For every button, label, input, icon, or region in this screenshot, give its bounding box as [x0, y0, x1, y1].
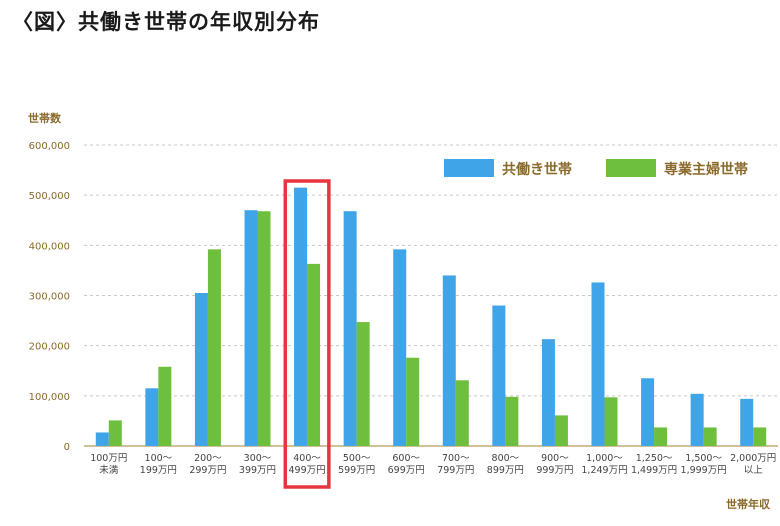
x-tick-label: 599万円 — [338, 465, 375, 476]
x-tick-label: 999万円 — [536, 465, 573, 476]
x-tick-label: 799万円 — [437, 465, 474, 476]
bar-housewife — [406, 357, 420, 446]
y-tick-label: 400,000 — [29, 241, 70, 252]
x-tick-label: 1,500～ — [685, 453, 722, 464]
x-tick-label: 400～ — [293, 453, 321, 464]
y-tick-label: 300,000 — [29, 292, 70, 303]
bar-dual-income — [442, 275, 456, 446]
x-tick-label: 399万円 — [239, 465, 276, 476]
bar-dual-income — [492, 305, 506, 446]
bar-dual-income — [393, 249, 407, 446]
bar-housewife — [554, 415, 568, 446]
bar-housewife — [455, 380, 469, 446]
bar-housewife — [604, 397, 618, 446]
x-tick-label: 200～ — [194, 453, 222, 464]
bar-housewife — [257, 211, 271, 446]
bar-dual-income — [294, 187, 308, 446]
legend-swatch — [444, 159, 494, 177]
y-tick-label: 0 — [64, 442, 70, 453]
x-tick-label: 299万円 — [189, 465, 226, 476]
x-tick-label: 2,000万円 — [730, 453, 776, 464]
x-tick-label: 500～ — [343, 453, 371, 464]
legend-swatch — [606, 159, 656, 177]
bar-dual-income — [194, 292, 208, 446]
x-tick-label: 800～ — [492, 453, 520, 464]
y-tick-label: 500,000 — [29, 191, 70, 202]
chart-title: 〈図〉共働き世帯の年収別分布 — [12, 10, 320, 34]
bar-dual-income — [95, 432, 109, 446]
bar-dual-income — [145, 388, 159, 446]
legend-label: 専業主婦世帯 — [664, 161, 748, 178]
x-tick-label: 900～ — [541, 453, 569, 464]
highlight-box — [283, 179, 331, 489]
bar-housewife — [207, 249, 221, 446]
bar-housewife — [158, 366, 172, 446]
bar-dual-income — [541, 339, 555, 446]
bar-dual-income — [690, 393, 704, 446]
x-tick-label: 899万円 — [487, 465, 524, 476]
bar-housewife — [703, 427, 717, 446]
x-tick-label: 1,499万円 — [631, 465, 677, 476]
bar-dual-income — [591, 282, 605, 446]
x-tick-label: 未満 — [99, 464, 119, 476]
x-tick-label: 1,249万円 — [581, 465, 627, 476]
y-tick-label: 600,000 — [29, 141, 70, 152]
x-tick-label: 700～ — [442, 453, 470, 464]
bar-housewife — [505, 396, 519, 446]
x-tick-label: 1,250～ — [636, 453, 673, 464]
bar-housewife — [356, 322, 370, 446]
bar-housewife — [654, 427, 668, 446]
bar-housewife — [753, 427, 767, 446]
y-tick-label: 200,000 — [29, 342, 70, 353]
x-tick-label: 600～ — [392, 453, 420, 464]
x-tick-label: 199万円 — [140, 465, 177, 476]
bar-dual-income — [740, 398, 754, 446]
x-tick-label: 499万円 — [289, 465, 326, 476]
bar-dual-income — [244, 210, 258, 446]
y-tick-label: 100,000 — [29, 392, 70, 403]
x-tick-label: 699万円 — [388, 465, 425, 476]
x-tick-label: 300～ — [244, 453, 272, 464]
x-tick-label: 100万円 — [90, 453, 127, 464]
x-tick-label: 100～ — [145, 453, 173, 464]
x-axis-title: 世帯年収 — [726, 497, 771, 511]
legend-label: 共働き世帯 — [502, 161, 572, 178]
x-tick-label: 以上 — [744, 465, 764, 476]
y-axis-title: 世帯数 — [28, 111, 62, 125]
bar-dual-income — [343, 211, 357, 446]
x-tick-label: 1,999万円 — [681, 465, 727, 476]
bar-housewife — [307, 263, 321, 446]
bar-dual-income — [641, 378, 655, 446]
x-tick-label: 1,000～ — [586, 453, 623, 464]
bar-housewife — [108, 420, 122, 446]
